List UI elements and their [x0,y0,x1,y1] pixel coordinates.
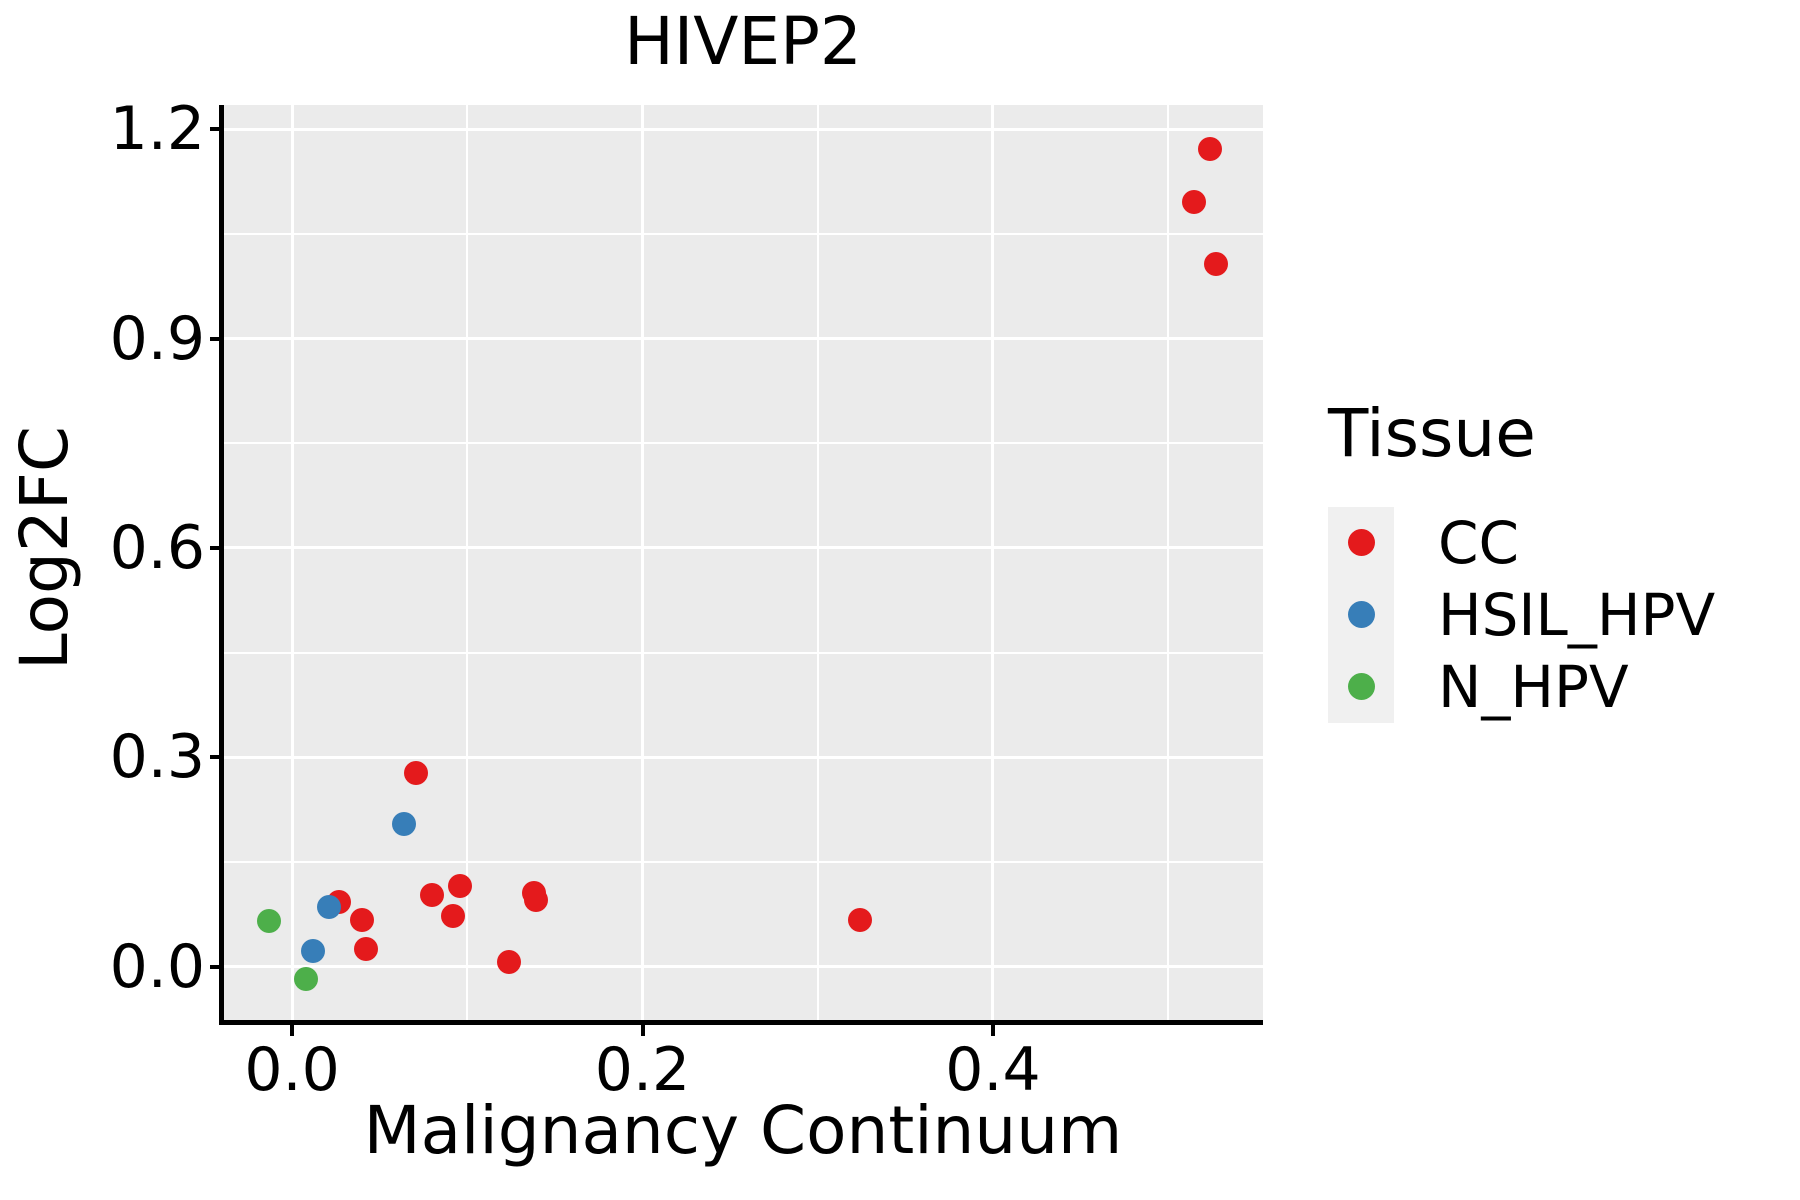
legend-item-label: HSIL_HPV [1438,580,1716,649]
legend-dot-icon [1347,673,1375,701]
legend-dot-icon [1347,601,1375,629]
plot-panel [223,105,1263,1020]
x-axis-label: Malignancy Continuum [363,1092,1123,1169]
data-point-cc [847,907,872,932]
y-tick [210,755,222,760]
x-tick-label: 0.2 [594,1035,691,1105]
legend-item-hsil_hpv: HSIL_HPV [1328,578,1716,651]
minor-gridline-x [816,105,819,1020]
data-point-cc [1198,136,1223,161]
minor-gridline-x [1167,105,1170,1020]
minor-gridline-y [223,860,1263,863]
legend-key [1328,650,1394,723]
minor-gridline-y [223,442,1263,445]
legend-items: CC HSIL_HPV N_HPV [1328,506,1716,723]
legend-item-cc: CC [1328,506,1715,579]
legend-key [1328,506,1394,579]
major-gridline-y [223,755,1263,759]
data-point-cc [1203,251,1228,276]
data-point-cc [441,904,466,929]
legend-key [1328,578,1394,651]
major-gridline-x [991,105,995,1020]
y-axis-line [219,105,224,1025]
y-tick-label: 0.0 [109,931,205,1002]
data-point-cc [353,937,378,962]
x-tick [290,1025,295,1036]
x-tick-label: 0.4 [945,1035,1041,1105]
major-gridline-y [223,965,1263,969]
legend-item-label: CC [1438,508,1519,577]
y-tick-label: 0.9 [109,303,205,374]
chart-title: HIVEP2 [624,3,862,80]
legend-item-n_hpv: N_HPV [1328,650,1715,723]
minor-gridline-y [223,232,1263,235]
legend-title: Tissue [1328,395,1536,472]
y-tick [210,964,222,969]
data-point-n_hpv [294,967,319,992]
data-point-hsil_hpv [316,895,341,920]
y-axis-label: Log2FC [6,426,83,670]
x-tick [990,1025,995,1036]
y-tick [210,545,222,550]
data-point-cc [497,950,522,975]
major-gridline-x [290,105,294,1020]
data-point-cc [1182,189,1207,214]
data-point-cc [420,883,445,908]
data-point-cc [448,873,473,898]
y-tick-label: 0.6 [109,512,205,583]
data-point-hsil_hpv [392,811,417,836]
minor-gridline-x [466,105,469,1020]
y-tick-label: 1.2 [109,94,205,165]
x-axis-line [219,1020,1263,1025]
x-tick [640,1025,645,1036]
major-gridline-x [641,105,644,1020]
x-tick-label: 0.0 [244,1035,340,1105]
data-point-n_hpv [257,908,282,933]
data-point-cc [523,887,548,912]
major-gridline-y [223,127,1263,131]
data-point-cc [404,761,429,786]
major-gridline-y [223,546,1263,550]
legend-dot-icon [1347,529,1375,557]
major-gridline-y [223,337,1263,340]
y-tick [210,336,222,341]
legend: Tissue CC HSIL_HPV N_HPV [1328,395,1716,723]
y-tick-label: 0.3 [109,722,205,793]
y-tick [210,127,222,132]
data-point-hsil_hpv [301,938,326,963]
data-point-cc [350,907,375,932]
legend-item-label: N_HPV [1438,652,1629,721]
minor-gridline-y [223,651,1263,654]
